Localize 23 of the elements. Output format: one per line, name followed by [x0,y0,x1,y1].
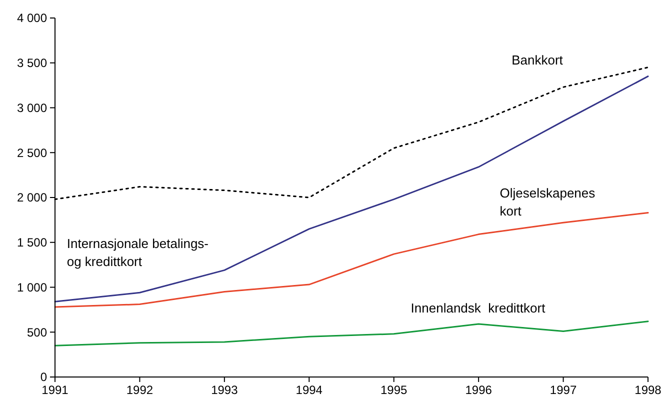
series-label: Innenlandsk kredittkort [410,300,546,316]
y-tick-label: 0 [40,370,48,384]
x-tick-label: 1995 [380,383,408,397]
x-tick-label: 1997 [550,383,577,397]
x-tick-label: 1993 [211,383,238,397]
x-tick-label: 1991 [42,383,69,397]
x-tick-label: 1994 [296,383,323,397]
y-tick-label: 500 [26,325,48,340]
line-series [54,76,649,302]
series-label: Bankkort [512,52,564,68]
series-label: Internasjonale betalings- og kredittkort [66,236,209,269]
x-tick-label: 1992 [126,383,154,397]
y-tick-label: 4 000 [16,11,48,26]
y-tick-label: 2 500 [16,146,48,160]
y-tick-label: 3 000 [16,100,48,115]
series-label: Oljeselskapenes kort [500,186,596,218]
y-tick-label: 3 500 [16,56,48,70]
line-series [54,320,649,346]
x-tick-label: 1996 [465,383,492,397]
y-tick-label: 1 000 [16,280,48,294]
y-tick-label: 2 000 [16,190,48,205]
y-tick-label: 1 500 [16,236,48,250]
x-tick-label: 1998 [634,383,662,397]
